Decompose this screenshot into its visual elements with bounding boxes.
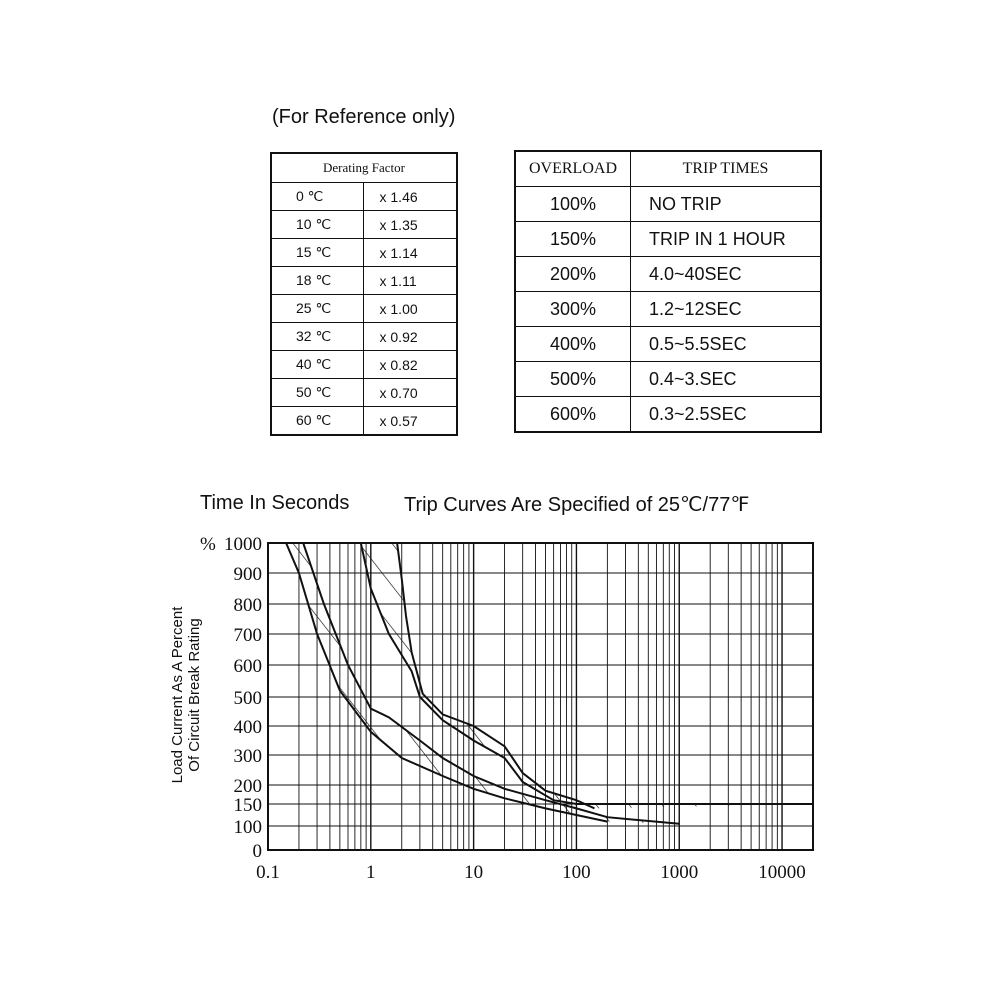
x-tick-label: 10000 (758, 862, 806, 883)
trip-time-value: 1.2~12SEC (630, 291, 822, 327)
derating-temp: 60 ℃ (270, 406, 364, 436)
overload-value: 400% (514, 326, 631, 362)
derating-factor: x 1.00 (362, 294, 458, 323)
derating-temp: 0 ℃ (270, 182, 364, 211)
y-axis-percent-sign: % (200, 534, 216, 555)
overload-value: 100% (514, 186, 631, 222)
derating-factor: x 0.92 (362, 322, 458, 351)
table-row: 15 ℃ x 1.14 (270, 238, 458, 267)
table-row: 32 ℃ x 0.92 (270, 322, 458, 351)
trip-curves (285, 542, 813, 825)
trip-curve-3 (359, 542, 813, 805)
table-row: 60 ℃ x 0.57 (270, 406, 458, 436)
trip-curve-4 (396, 542, 595, 810)
trip-curve-2 (302, 542, 680, 825)
chart-axes (267, 542, 814, 851)
table-row: 600% 0.3~2.5SEC (514, 396, 822, 433)
y-tick-label: 700 (234, 625, 263, 646)
trip-time-value: 0.5~5.5SEC (630, 326, 822, 362)
derating-factor: x 1.35 (362, 210, 458, 239)
derating-factor: x 0.57 (362, 406, 458, 436)
overload-value: 150% (514, 221, 631, 257)
table-row: 40 ℃ x 0.82 (270, 350, 458, 379)
derating-temp: 15 ℃ (270, 238, 364, 267)
overload-value: 200% (514, 256, 631, 292)
plot-frame (267, 542, 814, 851)
table-row: 200% 4.0~40SEC (514, 256, 822, 292)
table-row: 0 ℃ x 1.46 (270, 182, 458, 211)
chart-grid (267, 542, 814, 851)
derating-factor: x 0.70 (362, 378, 458, 407)
x-tick-label: 0.1 (256, 862, 280, 883)
trip-times-header: TRIP TIMES (630, 150, 822, 187)
derating-factor: x 1.14 (362, 238, 458, 267)
y-tick-label: 800 (234, 595, 263, 616)
y-tick-label: 600 (234, 656, 263, 677)
y-tick-label: 300 (234, 746, 263, 767)
y-tick-label: 200 (234, 776, 263, 797)
y-tick-label: 400 (234, 717, 263, 738)
overload-value: 600% (514, 396, 631, 433)
chart-header-time: Time In Seconds (200, 492, 350, 514)
hatched-band-fast (286, 543, 680, 824)
table-row: 100% NO TRIP (514, 186, 822, 222)
table-row: 500% 0.4~3.SEC (514, 361, 822, 397)
tick-labels: 0.1 1 10 100 1000 100001000900800700600500400… (200, 534, 806, 883)
trip-time-value: NO TRIP (630, 186, 822, 222)
y-tick-label: 1000 (224, 534, 262, 555)
y-tick-label: 150 (234, 795, 263, 816)
derating-factor-table: Derating Factor 0 ℃ x 1.46 10 ℃ x 1.35 15 … (270, 152, 458, 436)
trip-time-value: 4.0~40SEC (630, 256, 822, 292)
derating-temp: 25 ℃ (270, 294, 364, 323)
derating-temp: 50 ℃ (270, 378, 364, 407)
x-tick-label: 10 (464, 862, 483, 883)
table-row: 300% 1.2~12SEC (514, 291, 822, 327)
derating-factor: x 1.11 (362, 266, 458, 295)
trip-time-value: 0.4~3.SEC (630, 361, 822, 397)
table-row: 25 ℃ x 1.00 (270, 294, 458, 323)
trip-time-value: 0.3~2.5SEC (630, 396, 822, 433)
y-tick-label: 0 (253, 841, 263, 862)
overload-value: 300% (514, 291, 631, 327)
x-tick-label: 100 (562, 862, 591, 883)
table-row: 150% TRIP IN 1 HOUR (514, 221, 822, 257)
chart-header-spec: Trip Curves Are Specified of 25℃/77℉ (404, 494, 750, 516)
table-row: 18 ℃ x 1.11 (270, 266, 458, 295)
trip-bands (286, 543, 813, 824)
table-row: 400% 0.5~5.5SEC (514, 326, 822, 362)
derating-factor: x 0.82 (362, 350, 458, 379)
trip-curve-1 (285, 542, 608, 823)
y-tick-label: 100 (234, 817, 263, 838)
derating-temp: 32 ℃ (270, 322, 364, 351)
y-tick-label: 900 (234, 564, 263, 585)
derating-header: Derating Factor (270, 152, 458, 183)
trip-time-value: TRIP IN 1 HOUR (630, 221, 822, 257)
x-tick-label: 1000 (660, 862, 698, 883)
table-row: 50 ℃ x 0.70 (270, 378, 458, 407)
derating-factor: x 1.46 (362, 182, 458, 211)
y-tick-label: 500 (234, 688, 263, 709)
trip-times-table: OVERLOAD TRIP TIMES 100% NO TRIP 150% TRIP… (514, 150, 822, 433)
x-tick-label: 1 (366, 862, 376, 883)
reference-note: (For Reference only) (272, 106, 456, 128)
